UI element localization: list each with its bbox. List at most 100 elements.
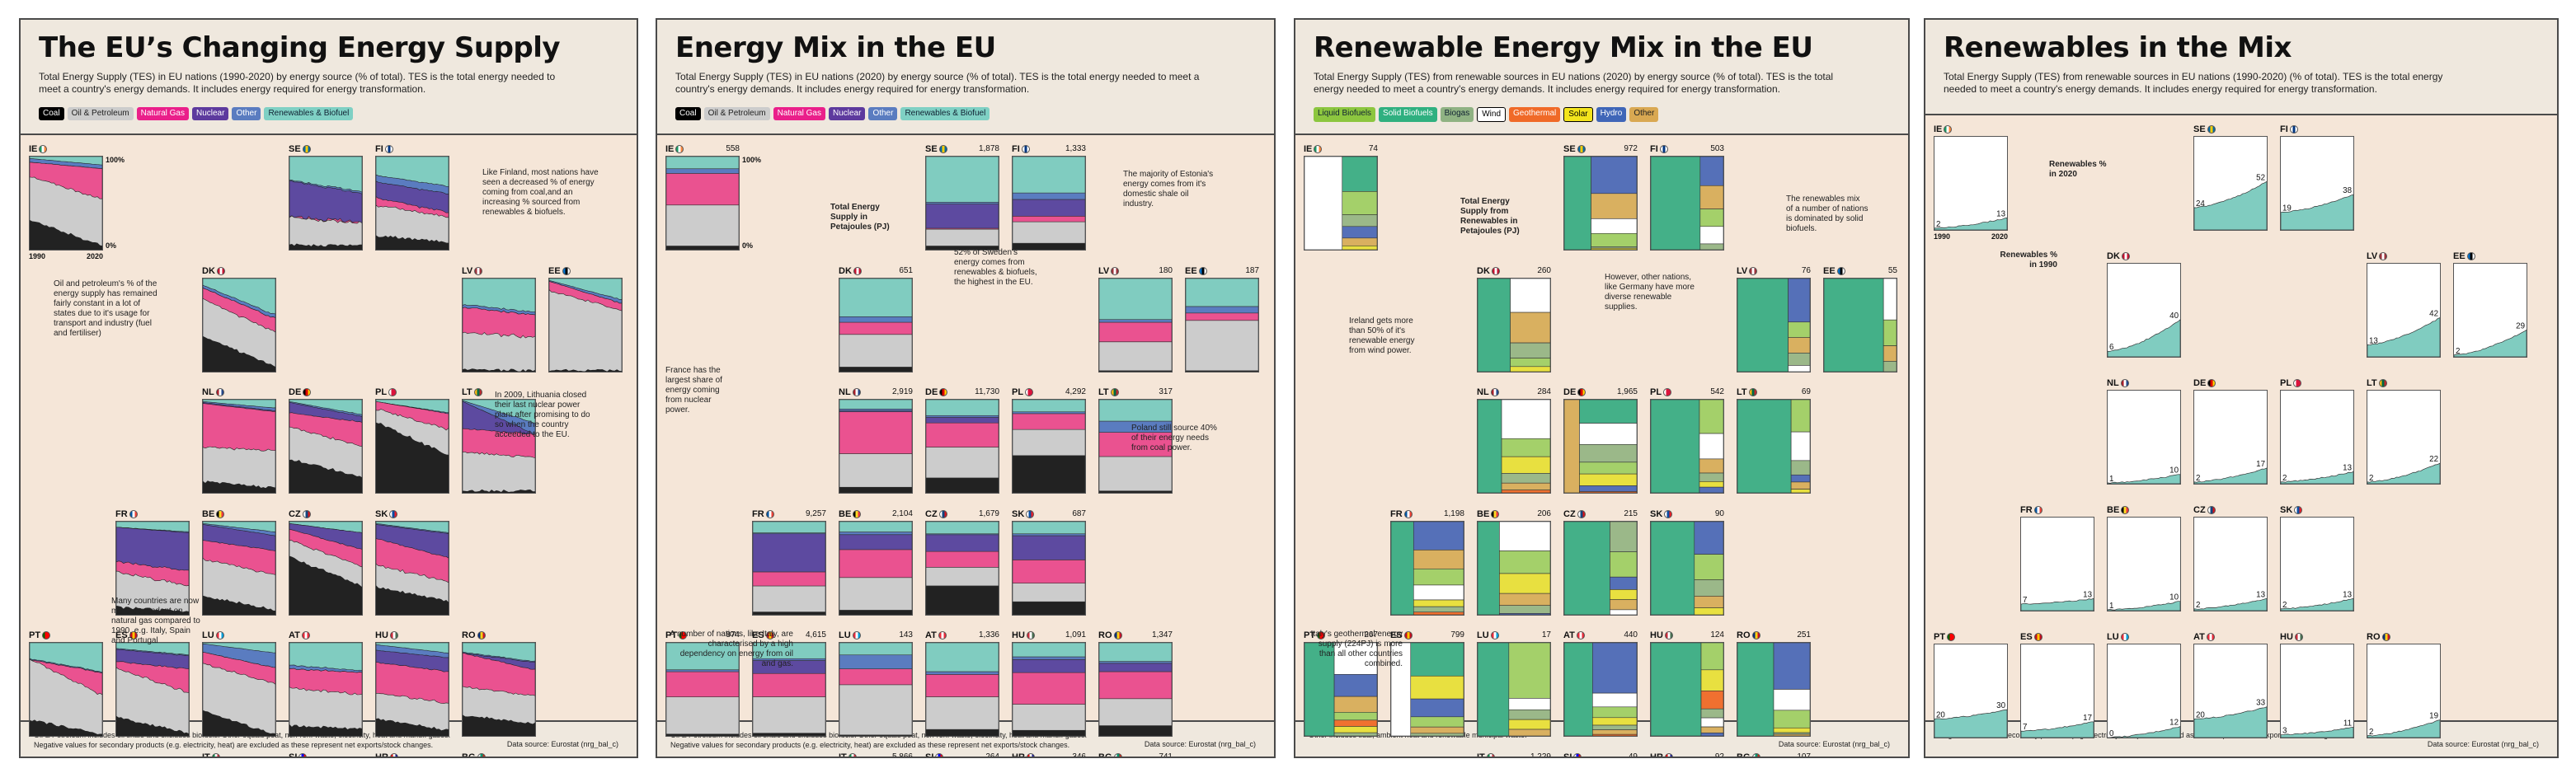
bar-segment-nuclear xyxy=(926,534,999,551)
legend-item[interactable]: Solid Biofuels xyxy=(1379,107,1437,122)
country-cell-si: SI xyxy=(289,752,363,757)
flag-icon xyxy=(938,509,947,518)
country-chart xyxy=(1304,156,1378,251)
bar-segment-natural-gas xyxy=(1099,432,1172,457)
value-1990-label: 13 xyxy=(2369,336,2378,345)
country-code: HR xyxy=(1650,752,1663,758)
treemap-tile-solar xyxy=(1699,481,1723,488)
country-cell-hr: HR 346 xyxy=(1012,752,1086,757)
country-cell-sk: SK 2 13 xyxy=(2280,505,2354,612)
panel-title: Renewables in the Mix xyxy=(1944,31,2292,64)
legend-item[interactable]: Coal xyxy=(675,107,701,120)
treemap-tile-liquid-biofuels xyxy=(1773,710,1810,728)
country-chart: 20 33 xyxy=(2193,644,2268,738)
country-cell-lu: LU 17 xyxy=(1477,630,1551,738)
treemap-tile-wind xyxy=(1499,521,1550,551)
flag-icon xyxy=(2466,252,2475,260)
bar-segment-coal xyxy=(1013,729,1085,736)
treemap-tile-biogas xyxy=(1883,360,1897,372)
country-code: CZ xyxy=(289,508,301,519)
legend-item[interactable]: Geothermal xyxy=(1509,107,1561,122)
legend-item[interactable]: Solar xyxy=(1563,107,1593,122)
treemap-tile-hydro xyxy=(1413,521,1464,550)
bar-segment-natural-gas xyxy=(839,668,912,686)
value-2020-label: 29 xyxy=(2516,321,2525,330)
legend-item[interactable]: Nuclear xyxy=(191,107,229,120)
legend-item[interactable]: Wind xyxy=(1477,107,1507,122)
treemap-tile-solid-biofuels xyxy=(1410,643,1464,677)
country-cell-sk: SK 687 xyxy=(1012,509,1086,616)
legend-item[interactable]: Liquid Biofuels xyxy=(1314,107,1376,122)
legend-item[interactable]: Coal xyxy=(39,107,64,120)
treemap-tile-biogas xyxy=(1499,604,1550,614)
country-cell-at: AT 1,336 xyxy=(925,630,999,738)
country-label: LT xyxy=(1737,387,1757,397)
legend-item[interactable]: Hydro xyxy=(1596,107,1627,122)
country-total-pj: 542 xyxy=(1710,387,1724,396)
country-code: LV xyxy=(2367,251,2378,261)
country-chart xyxy=(752,642,826,737)
country-label: RO xyxy=(462,630,486,640)
country-total-pj: 1,965 xyxy=(1616,387,1638,396)
legend-item[interactable]: Biogas xyxy=(1440,107,1474,122)
bar-segment-renewables-biofuel xyxy=(1013,400,1085,413)
country-chart xyxy=(1477,399,1551,494)
value-2020-label: 11 xyxy=(2343,719,2352,728)
treemap-tile-other xyxy=(1501,482,1550,490)
treemap-tile-other xyxy=(1592,729,1637,735)
chart-svg xyxy=(839,521,912,615)
bar-segment-oil-petroleum xyxy=(1013,221,1085,244)
country-label: CZ xyxy=(289,509,311,519)
chart-svg xyxy=(926,643,999,736)
area-coal xyxy=(463,489,535,493)
legend-item[interactable]: Other xyxy=(868,107,898,120)
flag-icon xyxy=(1113,752,1122,757)
country-cell-it: IT 1,229 xyxy=(1477,752,1551,757)
treemap-tile-biogas xyxy=(1610,521,1637,552)
legend-item[interactable]: Other xyxy=(232,107,261,120)
chart-svg xyxy=(1478,278,1550,372)
legend-item[interactable]: Renewables & Biofuel xyxy=(900,107,990,120)
flag-icon xyxy=(848,752,857,757)
value-2020-label: 10 xyxy=(2169,466,2179,476)
legend-item[interactable]: Nuclear xyxy=(828,107,866,120)
country-chart xyxy=(1823,277,1897,372)
legend-item[interactable]: Oil & Petroleum xyxy=(703,107,770,120)
treemap-tile-hydro xyxy=(1773,643,1810,690)
country-label: BG xyxy=(1098,752,1122,757)
flag-icon xyxy=(1111,266,1120,275)
country-code: HU xyxy=(1012,630,1025,640)
bar-segment-oil-petroleum xyxy=(926,447,999,479)
country-total-pj: 558 xyxy=(726,144,740,153)
treemap-tile-wind xyxy=(1591,218,1637,234)
country-cell-ee: EE 2 29 xyxy=(2453,251,2527,358)
country-code: LV xyxy=(1098,265,1110,276)
country-cell-ie: IE xyxy=(29,144,103,251)
country-code: NL xyxy=(839,387,851,397)
country-code: FR xyxy=(115,508,128,519)
legend-item[interactable]: Renewables & Biofuel xyxy=(264,107,354,120)
country-cell-si: SI 264 xyxy=(925,752,999,757)
legend-item[interactable]: Other xyxy=(1629,107,1659,122)
value-1990-label: 2 xyxy=(1936,220,1940,229)
treemap-tile-other xyxy=(1499,593,1550,606)
country-chart: 2 17 xyxy=(2193,390,2268,485)
treemap-tile-hydro xyxy=(1610,576,1637,590)
country-total-pj: 4,292 xyxy=(1065,387,1086,396)
treemap-tile-other xyxy=(1700,726,1723,733)
legend-item[interactable]: Natural Gas xyxy=(773,107,825,120)
country-chart: 0 12 xyxy=(2107,644,2181,738)
country-code: LV xyxy=(462,265,473,276)
flag-icon xyxy=(1486,752,1495,757)
treemap-tile-geothermal xyxy=(1579,491,1637,493)
legend-item[interactable]: Oil & Petroleum xyxy=(67,107,134,120)
treemap-tile-solid-biofuels xyxy=(1478,400,1502,493)
chart-svg: 2 13 xyxy=(1934,209,2007,230)
flag-icon xyxy=(2206,633,2215,641)
value-1990-label: 2 xyxy=(2196,601,2200,610)
bar-segment-renewables-biofuel xyxy=(926,521,999,534)
annotation: In 2009, Lithuania closed their last nuc… xyxy=(495,391,590,439)
treemap-tile-other xyxy=(1333,696,1377,713)
country-label: ES xyxy=(2020,632,2042,642)
legend-item[interactable]: Natural Gas xyxy=(136,107,189,120)
